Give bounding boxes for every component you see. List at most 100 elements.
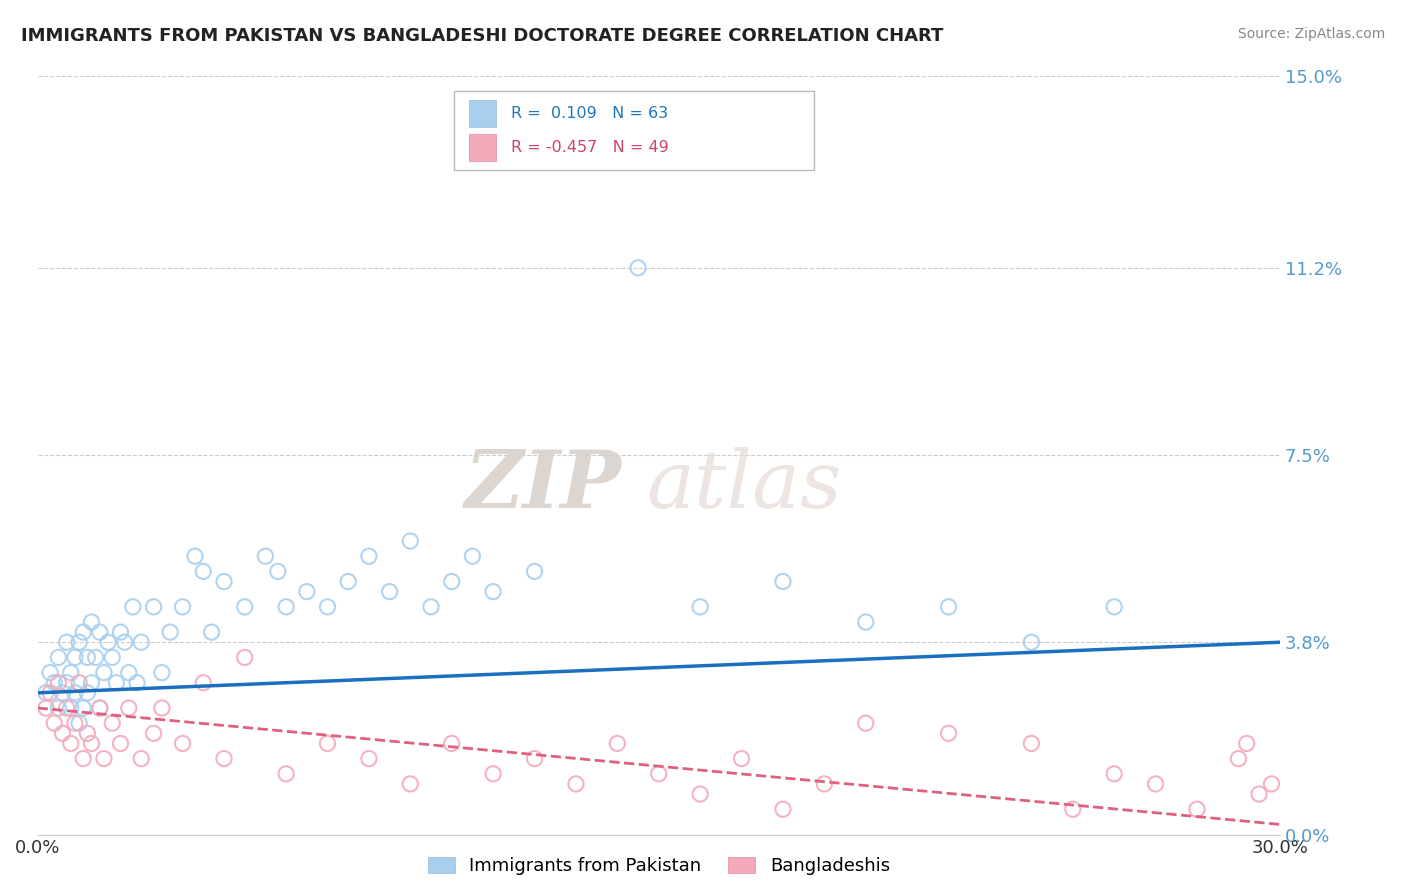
Point — [101, 716, 124, 731]
Point — [295, 584, 318, 599]
Point — [212, 574, 235, 589]
Point — [39, 665, 62, 680]
Point — [80, 615, 103, 629]
Point — [93, 751, 115, 765]
Point — [172, 736, 194, 750]
Point — [378, 584, 401, 599]
Point — [72, 701, 94, 715]
Point — [399, 777, 422, 791]
Point — [122, 599, 145, 614]
Point — [565, 777, 588, 791]
Point — [76, 726, 98, 740]
Point — [93, 665, 115, 680]
Point — [44, 716, 66, 731]
Point — [1260, 777, 1282, 791]
Point — [118, 665, 141, 680]
Point — [267, 565, 290, 579]
Point — [606, 736, 628, 750]
Point — [76, 650, 98, 665]
Point — [150, 701, 173, 715]
Point — [59, 665, 82, 680]
Point — [357, 751, 380, 765]
Bar — [468, 135, 496, 161]
Point — [212, 751, 235, 765]
Point — [461, 549, 484, 564]
Point — [35, 686, 58, 700]
Point — [80, 675, 103, 690]
Point — [110, 625, 132, 640]
Point — [67, 716, 90, 731]
Point — [523, 565, 546, 579]
Point — [89, 701, 111, 715]
Point — [1185, 802, 1208, 816]
Point — [59, 736, 82, 750]
Point — [200, 625, 222, 640]
Point — [233, 599, 256, 614]
Point — [63, 686, 86, 700]
Point — [316, 736, 339, 750]
Point — [813, 777, 835, 791]
Point — [1102, 766, 1125, 780]
Point — [938, 599, 960, 614]
Point — [48, 675, 70, 690]
Point — [63, 716, 86, 731]
Point — [274, 766, 297, 780]
Point — [627, 260, 650, 275]
Point — [76, 686, 98, 700]
Point — [72, 751, 94, 765]
Point — [1144, 777, 1167, 791]
Point — [44, 675, 66, 690]
Point — [55, 701, 77, 715]
Point — [337, 574, 360, 589]
Point — [233, 650, 256, 665]
Point — [1249, 787, 1271, 801]
Point — [1236, 736, 1258, 750]
Point — [142, 726, 165, 740]
Bar — [468, 100, 496, 127]
Point — [80, 736, 103, 750]
Point — [184, 549, 207, 564]
Text: Source: ZipAtlas.com: Source: ZipAtlas.com — [1237, 27, 1385, 41]
Point — [67, 635, 90, 649]
Point — [193, 565, 215, 579]
Point — [159, 625, 181, 640]
Point — [482, 584, 505, 599]
Point — [440, 736, 463, 750]
Point — [316, 599, 339, 614]
Point — [730, 751, 752, 765]
Text: atlas: atlas — [647, 447, 842, 524]
Point — [97, 635, 120, 649]
Point — [399, 534, 422, 549]
Point — [1227, 751, 1250, 765]
Legend: Immigrants from Pakistan, Bangladeshis: Immigrants from Pakistan, Bangladeshis — [420, 850, 897, 882]
Point — [72, 625, 94, 640]
Point — [101, 650, 124, 665]
Point — [1021, 635, 1043, 649]
Point — [105, 675, 128, 690]
Point — [648, 766, 671, 780]
Text: ZIP: ZIP — [464, 447, 621, 524]
Point — [118, 701, 141, 715]
Point — [254, 549, 277, 564]
Point — [110, 736, 132, 750]
Point — [55, 635, 77, 649]
Point — [51, 726, 73, 740]
Point — [855, 716, 877, 731]
Point — [89, 701, 111, 715]
Point — [59, 701, 82, 715]
Point — [55, 675, 77, 690]
Point — [114, 635, 136, 649]
Point — [772, 802, 794, 816]
Text: R = -0.457   N = 49: R = -0.457 N = 49 — [510, 140, 669, 155]
Point — [440, 574, 463, 589]
Point — [67, 675, 90, 690]
Point — [35, 701, 58, 715]
Point — [89, 625, 111, 640]
Point — [1021, 736, 1043, 750]
Point — [39, 686, 62, 700]
Text: R =  0.109   N = 63: R = 0.109 N = 63 — [510, 106, 668, 120]
Point — [938, 726, 960, 740]
Point — [420, 599, 443, 614]
Point — [855, 615, 877, 629]
Point — [772, 574, 794, 589]
